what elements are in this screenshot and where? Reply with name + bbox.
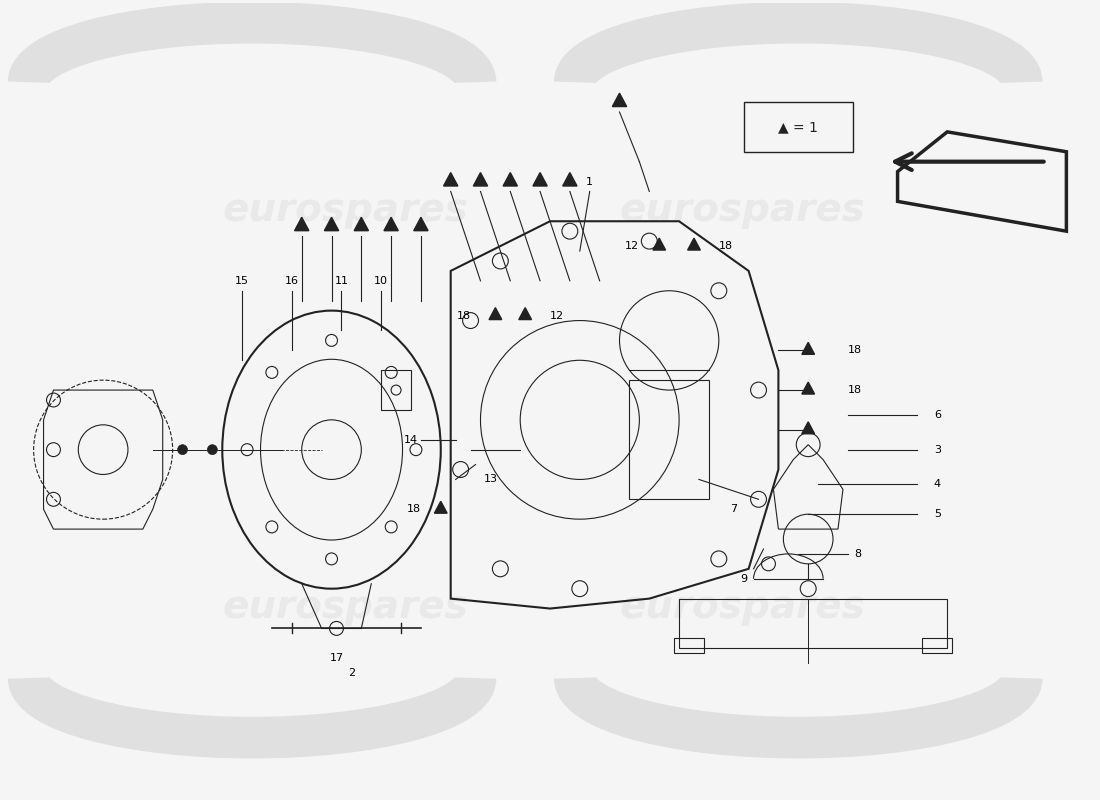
Circle shape (177, 445, 187, 454)
Bar (923, 638, 953, 654)
Polygon shape (613, 93, 627, 106)
Text: 17: 17 (329, 653, 343, 663)
Circle shape (208, 445, 218, 454)
Text: eurospares: eurospares (222, 589, 468, 626)
Text: 10: 10 (374, 276, 388, 286)
Polygon shape (324, 218, 339, 230)
Polygon shape (443, 173, 458, 186)
Text: eurospares: eurospares (619, 191, 866, 230)
Bar (629, 380, 708, 499)
Text: 6: 6 (934, 410, 940, 420)
Text: eurospares: eurospares (619, 589, 866, 626)
Text: 13: 13 (483, 474, 497, 485)
Polygon shape (295, 218, 309, 230)
Text: 12: 12 (625, 241, 639, 251)
Text: eurospares: eurospares (222, 191, 468, 230)
Text: 18: 18 (848, 346, 862, 355)
Text: 14: 14 (404, 434, 418, 445)
Text: 11: 11 (334, 276, 349, 286)
Polygon shape (490, 308, 502, 319)
Polygon shape (354, 218, 368, 230)
Polygon shape (532, 173, 547, 186)
Polygon shape (802, 422, 814, 434)
Polygon shape (473, 173, 487, 186)
Text: ▲ = 1: ▲ = 1 (779, 120, 818, 134)
Text: 5: 5 (934, 510, 940, 519)
Text: 1: 1 (586, 177, 593, 186)
Polygon shape (384, 218, 398, 230)
Text: 9: 9 (740, 574, 747, 584)
Polygon shape (434, 502, 447, 514)
Polygon shape (802, 382, 814, 394)
Text: 8: 8 (855, 549, 861, 559)
Text: 18: 18 (407, 504, 421, 514)
Text: 3: 3 (934, 445, 940, 454)
Text: 7: 7 (730, 504, 737, 514)
Polygon shape (503, 173, 517, 186)
Polygon shape (802, 342, 814, 354)
Polygon shape (563, 173, 578, 186)
Text: 15: 15 (235, 276, 250, 286)
Text: 18: 18 (848, 385, 862, 395)
Polygon shape (688, 238, 701, 250)
Bar (674, 638, 704, 654)
Text: 18: 18 (456, 310, 471, 321)
Polygon shape (653, 238, 666, 250)
Text: 16: 16 (285, 276, 299, 286)
Text: 2: 2 (348, 668, 355, 678)
Polygon shape (519, 308, 531, 319)
Polygon shape (414, 218, 428, 230)
Text: 4: 4 (934, 479, 940, 490)
Text: 12: 12 (550, 310, 564, 321)
Text: 18: 18 (718, 241, 733, 251)
